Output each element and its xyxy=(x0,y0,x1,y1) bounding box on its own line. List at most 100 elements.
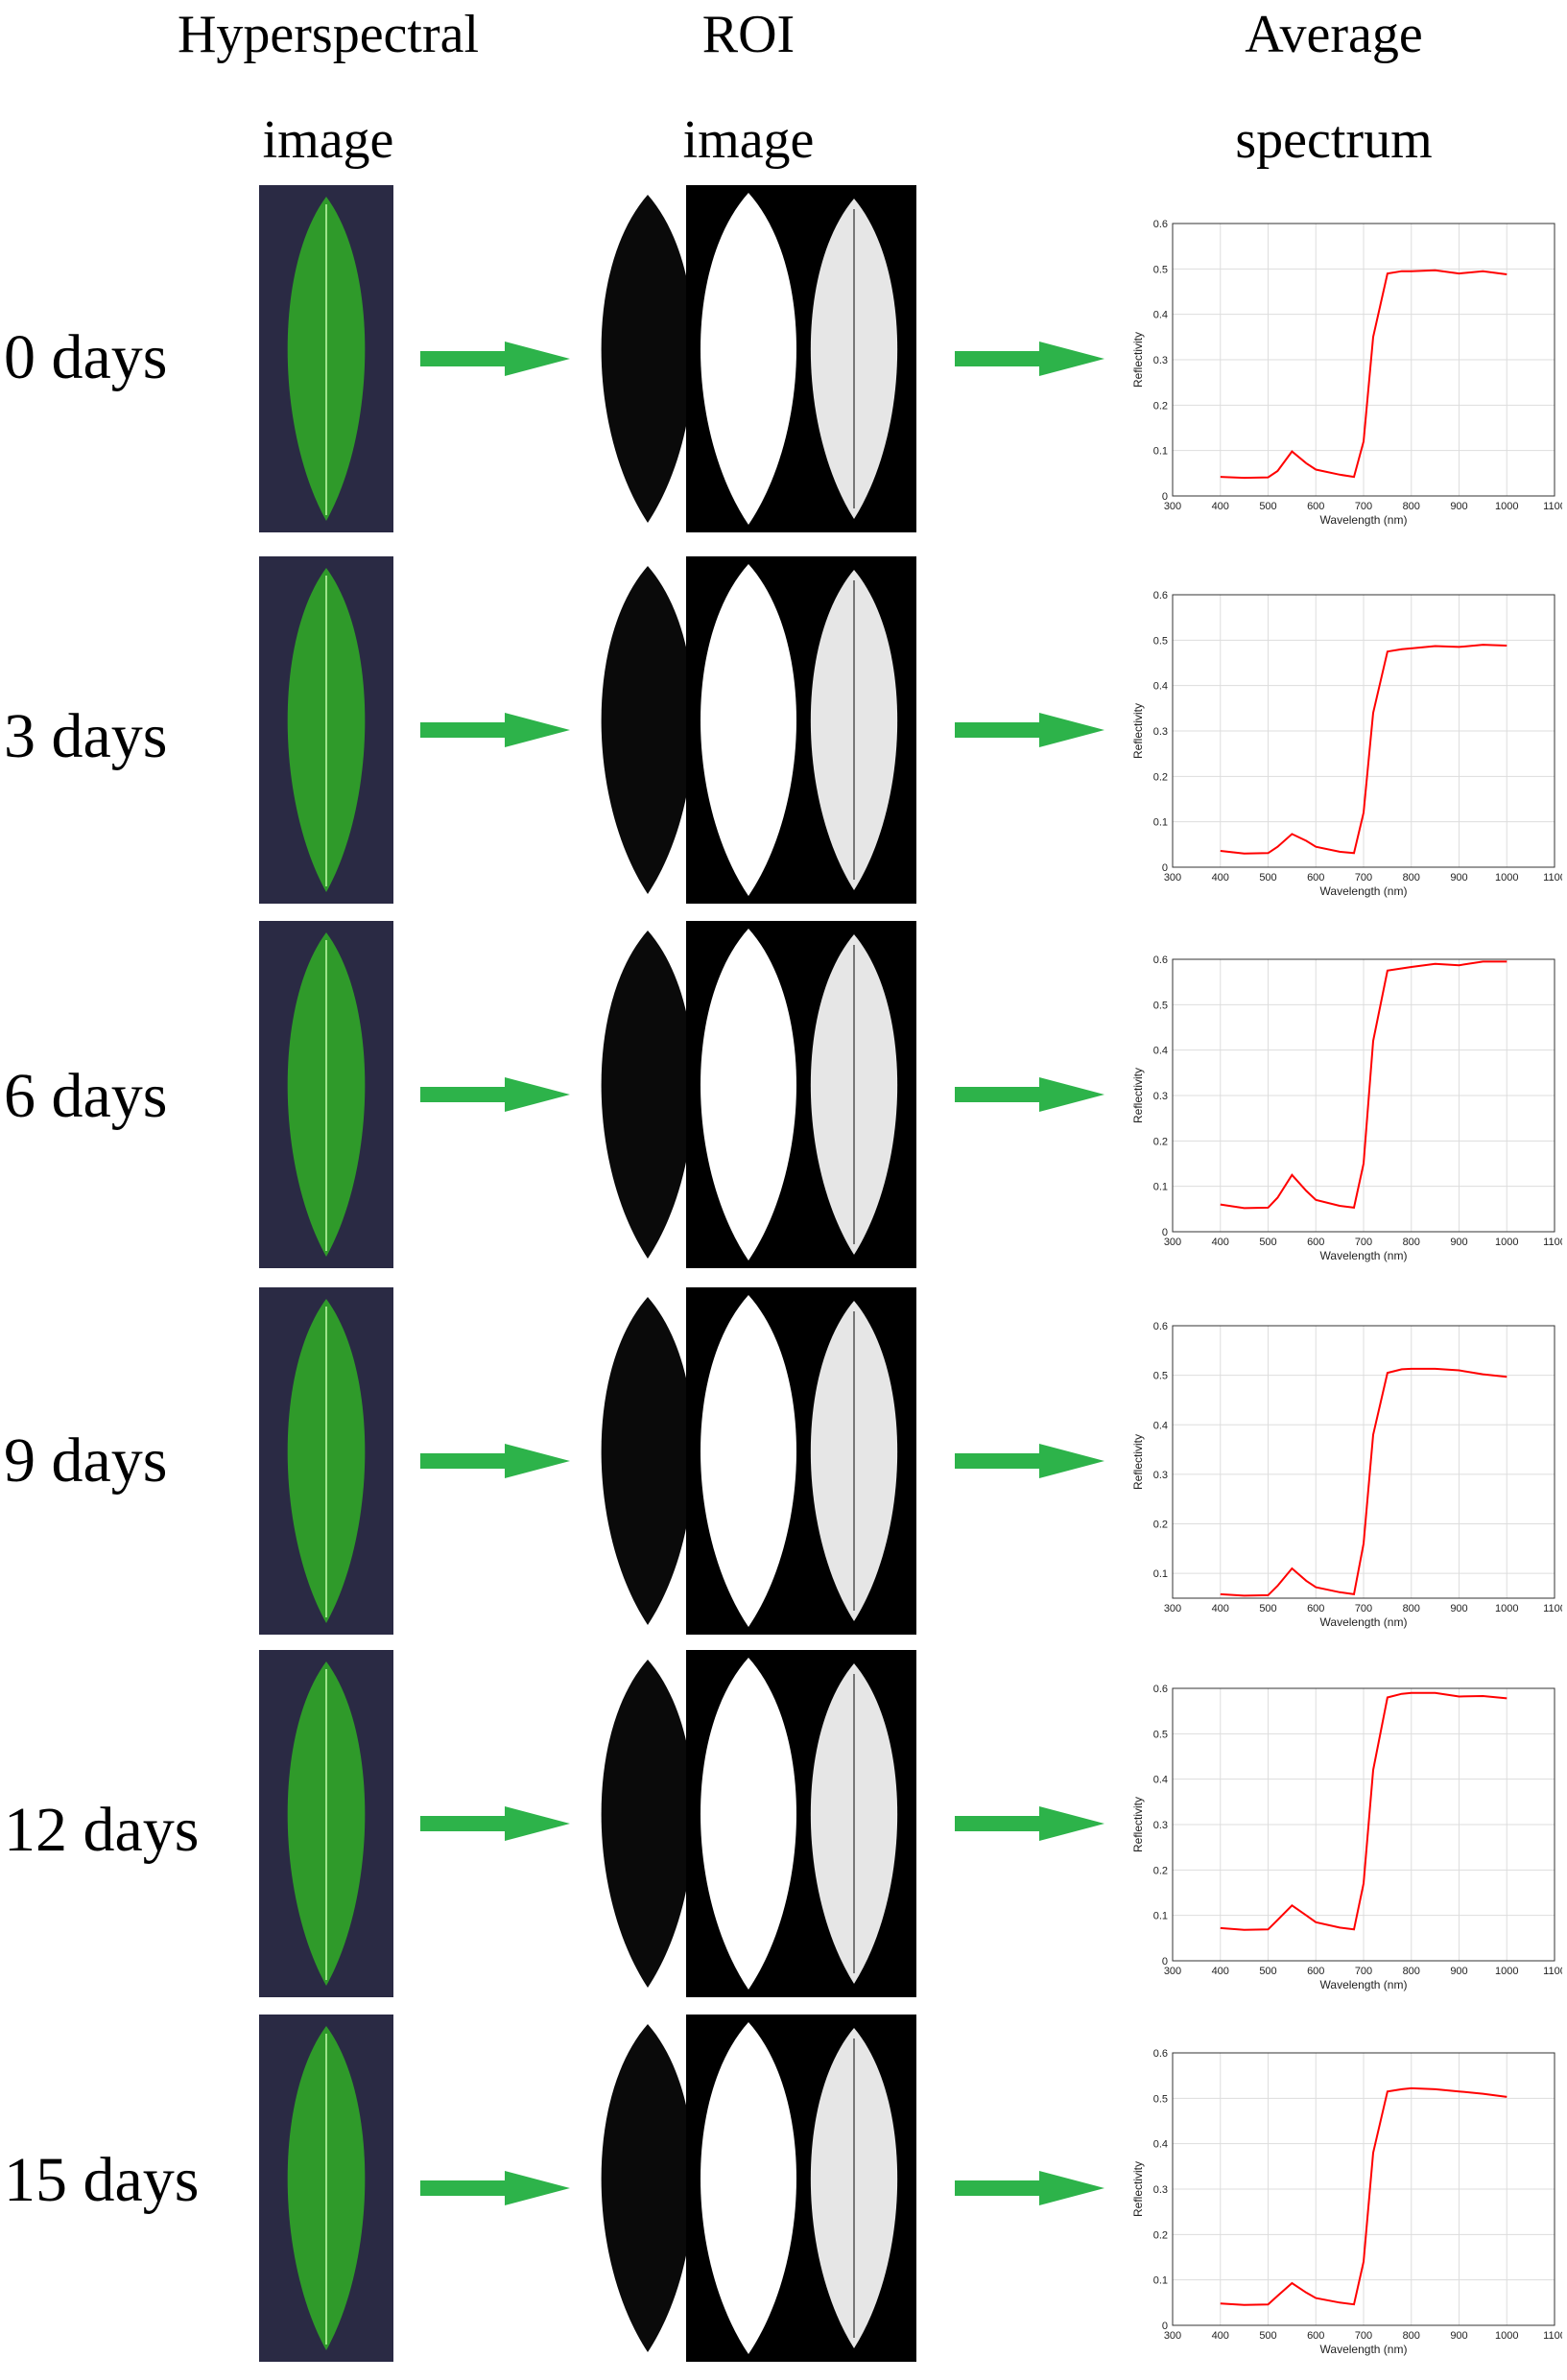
x-axis-label: Wavelength (nm) xyxy=(1320,2343,1408,2356)
x-tick-label: 400 xyxy=(1212,501,1229,512)
y-tick-label: 0.2 xyxy=(1153,1865,1168,1876)
row-label: 3 days xyxy=(4,701,168,771)
arrow-icon xyxy=(420,1444,570,1478)
x-tick-label: 500 xyxy=(1259,872,1276,884)
x-tick-label: 300 xyxy=(1164,872,1181,884)
x-axis-label: Wavelength (nm) xyxy=(1320,513,1408,527)
y-tick-label: 0.2 xyxy=(1153,1136,1168,1147)
y-tick-label: 0.4 xyxy=(1153,2139,1168,2151)
y-tick-label: 0.1 xyxy=(1153,2275,1168,2287)
x-tick-label: 900 xyxy=(1450,1237,1467,1248)
arrow-icon xyxy=(420,713,570,747)
arrow-icon xyxy=(955,1077,1104,1112)
x-tick-label: 800 xyxy=(1403,2330,1420,2342)
x-tick-label: 600 xyxy=(1307,1603,1324,1614)
y-tick-label: 0.6 xyxy=(1153,590,1168,601)
x-tick-label: 500 xyxy=(1259,1966,1276,1977)
x-tick-label: 500 xyxy=(1259,1237,1276,1248)
x-tick-label: 600 xyxy=(1307,2330,1324,2342)
arrow-shape xyxy=(955,342,1104,376)
x-tick-label: 600 xyxy=(1307,872,1324,884)
series-line xyxy=(1220,269,1508,480)
hyperspectral-leaf-image xyxy=(259,1287,393,1635)
row-label: 0 days xyxy=(4,322,168,392)
y-tick-label: 0.3 xyxy=(1153,2184,1168,2196)
row-label: 6 days xyxy=(4,1061,168,1131)
x-tick-label: 1000 xyxy=(1495,1603,1518,1614)
arrow-icon xyxy=(420,1806,570,1841)
y-tick-label: 0.1 xyxy=(1153,1568,1168,1580)
x-tick-label: 800 xyxy=(1403,1237,1420,1248)
header-average-line1: Average xyxy=(1245,5,1423,64)
roi-grayscale-leaf xyxy=(601,2024,695,2352)
plot-frame xyxy=(1172,223,1555,497)
arrow-shape xyxy=(420,1077,570,1112)
y-tick-label: 0.1 xyxy=(1153,817,1168,829)
roi-mask-leaf xyxy=(700,564,796,896)
x-tick-label: 400 xyxy=(1212,1603,1229,1614)
arrow-icon xyxy=(955,1806,1104,1841)
row-label: 9 days xyxy=(4,1426,168,1496)
arrow-icon xyxy=(955,713,1104,747)
arrow-shape xyxy=(955,1077,1104,1112)
x-tick-label: 300 xyxy=(1164,1603,1181,1614)
arrow-icon xyxy=(420,342,570,376)
x-axis-label: Wavelength (nm) xyxy=(1320,1249,1408,1262)
y-tick-label: 0.4 xyxy=(1153,1046,1168,1057)
roi-grayscale-leaf xyxy=(601,566,695,894)
roi-image xyxy=(581,556,916,904)
series-line xyxy=(1220,2086,1508,2306)
y-tick-label: 0.6 xyxy=(1153,954,1168,966)
y-axis-label: Reflectivity xyxy=(1131,2161,1145,2217)
arrow-shape xyxy=(420,1806,570,1841)
plot-frame xyxy=(1172,1325,1555,1599)
y-tick-label: 0.2 xyxy=(1153,400,1168,412)
x-tick-label: 500 xyxy=(1259,2330,1276,2342)
y-tick-label: 0.5 xyxy=(1153,264,1168,275)
x-tick-label: 900 xyxy=(1450,1603,1467,1614)
y-tick-label: 0.6 xyxy=(1153,2048,1168,2060)
x-tick-label: 1000 xyxy=(1495,501,1518,512)
y-tick-label: 0.2 xyxy=(1153,771,1168,783)
x-tick-label: 600 xyxy=(1307,501,1324,512)
y-tick-label: 0.5 xyxy=(1153,1000,1168,1011)
x-tick-label: 1000 xyxy=(1495,1966,1518,1977)
plot-frame xyxy=(1172,2052,1555,2326)
y-tick-label: 0.2 xyxy=(1153,2229,1168,2241)
series-line xyxy=(1220,1691,1508,1931)
x-tick-label: 500 xyxy=(1259,1603,1276,1614)
roi-grayscale-leaf xyxy=(601,1297,695,1625)
arrow-icon xyxy=(420,1077,570,1112)
arrow-shape xyxy=(420,713,570,747)
roi-grayscale-leaf xyxy=(601,931,695,1259)
arrow-shape xyxy=(955,713,1104,747)
x-axis-label: Wavelength (nm) xyxy=(1320,1978,1408,1991)
header-hyperspectral-line2: image xyxy=(262,110,394,170)
hyperspectral-leaf-image xyxy=(259,185,393,532)
row-label: 12 days xyxy=(4,1795,200,1865)
y-tick-label: 0 xyxy=(1162,1956,1168,1968)
y-tick-label: 0.4 xyxy=(1153,310,1168,321)
roi-mask-leaf xyxy=(700,1658,796,1990)
x-tick-label: 400 xyxy=(1212,1966,1229,1977)
arrow-shape xyxy=(420,342,570,376)
x-tick-label: 300 xyxy=(1164,1966,1181,1977)
x-tick-label: 400 xyxy=(1212,1237,1229,1248)
x-axis-label: Wavelength (nm) xyxy=(1320,1615,1408,1629)
row-label: 15 days xyxy=(4,2145,200,2215)
x-tick-label: 900 xyxy=(1450,2330,1467,2342)
x-tick-label: 800 xyxy=(1403,1603,1420,1614)
y-tick-label: 0.5 xyxy=(1153,1729,1168,1740)
header-roi-line1: ROI xyxy=(701,5,795,64)
y-tick-label: 0.4 xyxy=(1153,1775,1168,1786)
x-tick-label: 300 xyxy=(1164,2330,1181,2342)
x-tick-label: 500 xyxy=(1259,501,1276,512)
hyperspectral-leaf-image xyxy=(259,556,393,904)
